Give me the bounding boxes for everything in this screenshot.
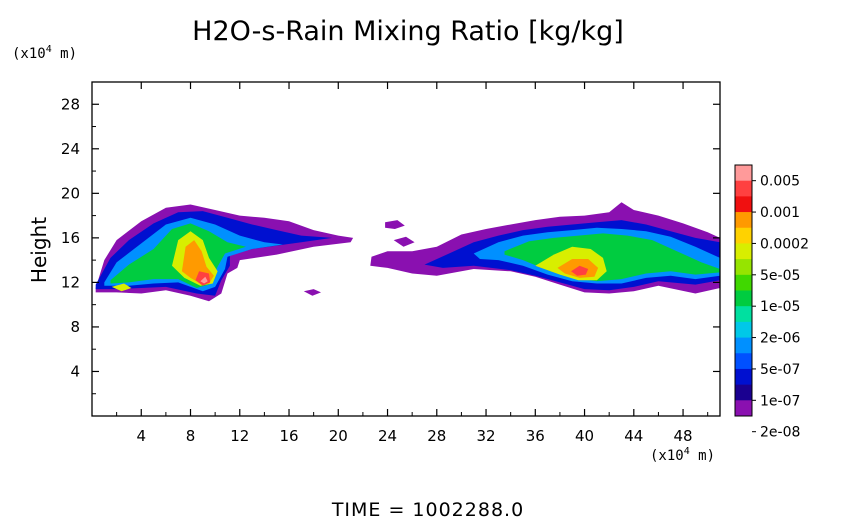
x-tick-label: 16 [279,427,298,445]
x-tick-label: 44 [624,427,643,445]
colorbar-swatch [735,353,752,370]
colorbar-swatch [735,274,752,291]
colorbar-label: 1e-05 [760,299,800,315]
y-axis-unit: (x104 m) [12,44,77,62]
y-axis-label: Height [27,217,51,283]
colorbar-swatch [735,384,752,401]
x-tick-label: 40 [575,427,594,445]
x-tick-label: 20 [329,427,348,445]
colorbar-swatch [735,321,752,338]
field-contour-level-12 [181,240,214,284]
colorbar-label: 5e-05 [760,268,800,284]
colorbar-swatch [735,243,752,260]
chart-title: H2O-s-Rain Mixing Ratio [kg/kg] [192,16,624,47]
colorbar-swatch [735,337,752,354]
x-axis-unit: (x104 m) [650,446,715,464]
x-tick-label: 4 [136,427,146,445]
colorbar-label: 0.0002 [760,236,809,252]
colorbar-swatch [735,180,752,197]
time-label: TIME = 1002288.0 [331,499,524,519]
field-contour-level-0 [385,220,405,229]
colorbar-swatch [735,290,752,307]
y-tick-label: 28 [61,95,80,113]
colorbar-label: 1e-07 [760,393,800,409]
field-contour-level-10 [111,283,132,292]
colorbar-swatch [735,259,752,276]
field-contour-level-14 [195,271,211,286]
colorbar-label: 2e-08 [760,425,800,441]
field-contour-level-15 [200,276,208,284]
x-tick-label: 28 [427,427,446,445]
y-tick-label: 20 [61,184,80,202]
y-tick-label: 4 [70,362,80,380]
colorbar-swatch [735,227,752,244]
colorbar-swatch [735,165,752,182]
colorbar-swatch [735,368,752,386]
colorbar-label: 5e-07 [760,362,800,378]
y-tick-label: 16 [61,229,80,247]
colorbar-label: 0.001 [760,205,800,221]
field-contour-level-14 [571,265,589,276]
heatmap-fields [95,202,720,302]
x-tick-label: 12 [230,427,249,445]
x-tick-label: 48 [674,427,693,445]
colorbar-label: 2e-06 [760,331,800,347]
colorbar-swatch [735,212,752,229]
y-tick-label: 8 [70,318,80,336]
x-tick-label: 32 [476,427,495,445]
y-tick-label: 12 [61,273,80,291]
colorbar: 0.005 0.001 0.0002 5e-05 1e-05 2e-06 5e-07 1e-0… [734,164,809,441]
colorbar-frame [734,164,753,417]
x-tick-label: 8 [186,427,196,445]
colorbar-swatch [735,196,752,213]
x-tick-label: 24 [378,427,397,445]
x-tick-label: 36 [526,427,545,445]
y-tick-label: 24 [61,140,80,158]
field-contour-level-0 [303,289,321,296]
plot-frame [91,81,721,417]
field-contour-level-0 [393,236,415,247]
colorbar-label: 0.005 [760,174,800,190]
colorbar-swatch [735,306,752,323]
colorbar-swatch [735,400,752,417]
